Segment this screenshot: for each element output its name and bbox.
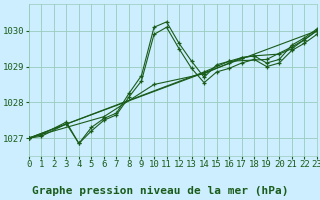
Text: Graphe pression niveau de la mer (hPa): Graphe pression niveau de la mer (hPa) — [32, 186, 288, 196]
